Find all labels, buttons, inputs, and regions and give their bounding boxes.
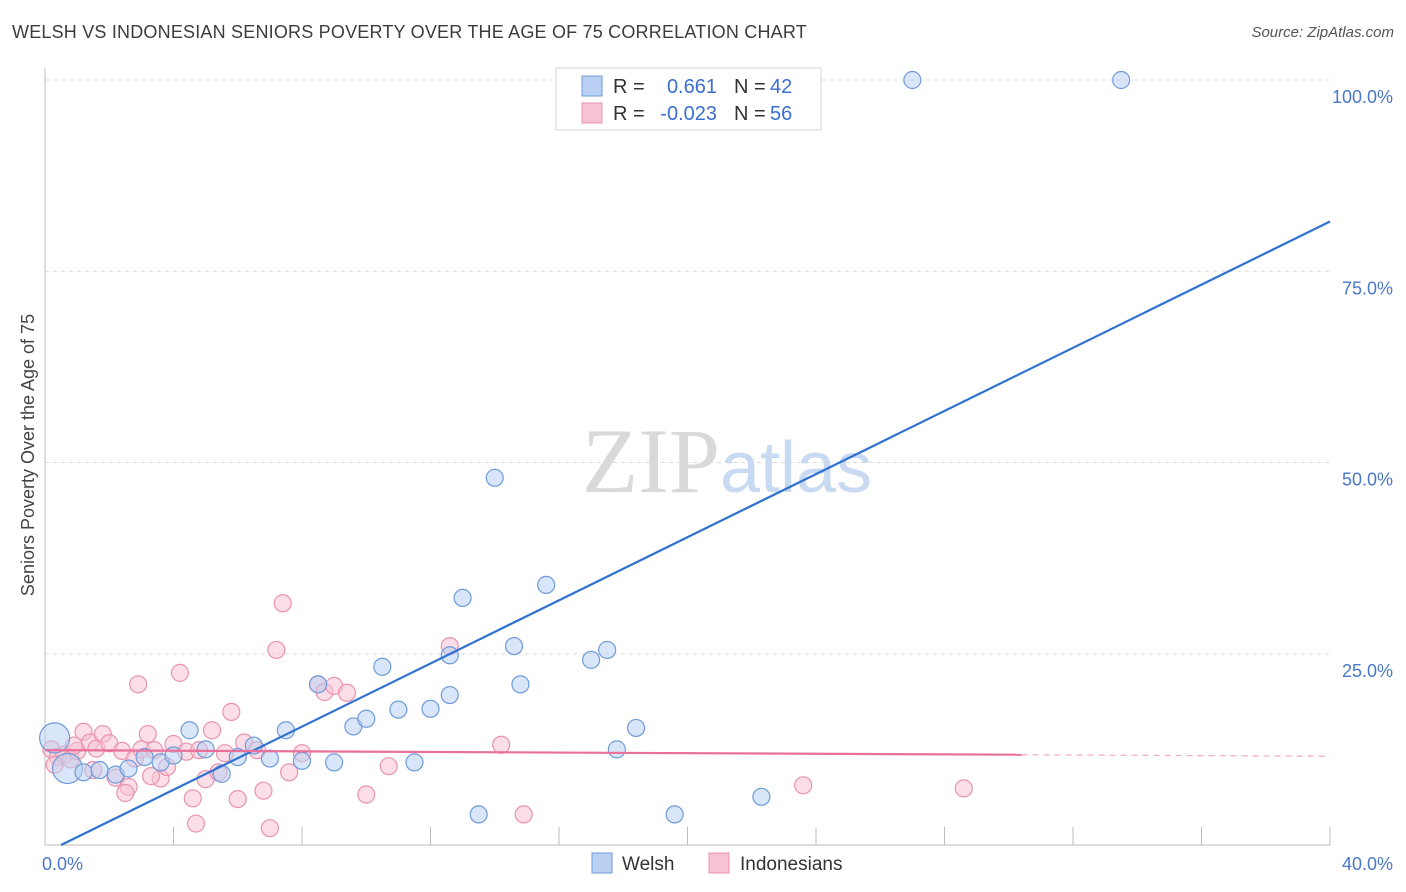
legend-indonesians-r-value: -0.023 — [660, 103, 717, 125]
indonesians-point-28 — [222, 702, 241, 721]
legend-indonesians-n-value: 56 — [770, 103, 792, 125]
x-tick-label-1: 40.0% — [1342, 854, 1393, 874]
welsh-point-22 — [389, 700, 408, 719]
indonesians-point-29 — [228, 789, 247, 809]
legend-welsh-swatch — [581, 75, 603, 97]
welsh-point-35 — [607, 740, 626, 759]
welsh-point-2 — [74, 763, 93, 782]
welsh-point-32 — [537, 575, 556, 595]
welsh-point-9 — [180, 721, 199, 740]
legend-welsh-r-label: R = — [613, 76, 645, 98]
indonesians-point-55 — [116, 783, 135, 803]
welsh-point-23 — [405, 753, 424, 772]
bottom-legend-indonesians-label: Indonesians — [740, 854, 842, 875]
welsh-point-33 — [582, 650, 601, 669]
legend-indonesians-n-label: N = — [734, 103, 766, 125]
indonesians-point-48 — [954, 779, 973, 798]
welsh-point-26 — [440, 646, 459, 665]
bottom-legend: Welsh Indonesians — [591, 852, 842, 875]
bottom-legend-welsh-swatch — [591, 852, 613, 874]
y-axis-label: Seniors Poverty Over the Age of 75 — [18, 314, 38, 596]
welsh-point-34 — [598, 640, 617, 660]
indonesians-point-36 — [280, 763, 299, 782]
trend-lines — [44, 220, 1331, 846]
bottom-legend-welsh-label: Welsh — [622, 854, 674, 875]
y-tick-label-2: 75.0% — [1342, 278, 1393, 298]
legend-indonesians-r-label: R = — [613, 103, 645, 125]
indonesians-point-34 — [267, 640, 286, 660]
welsh-point-37 — [665, 805, 684, 824]
source-label: Source: ZipAtlas.com — [1251, 24, 1394, 41]
x-tick-label-0: 0.0% — [42, 854, 83, 874]
welsh-point-40 — [1112, 70, 1131, 90]
indonesians-point-50 — [186, 814, 206, 833]
indonesians-trend-extension — [1021, 754, 1331, 757]
indonesians-point-35 — [273, 594, 292, 613]
welsh-point-38 — [752, 787, 771, 806]
indonesians-point-43 — [379, 757, 398, 776]
watermark-atlas: atlas — [720, 428, 872, 508]
welsh-point-28 — [469, 805, 488, 824]
welsh-point-18 — [325, 753, 344, 772]
bottom-legend-indonesians-swatch — [708, 852, 730, 874]
welsh-point-6 — [135, 747, 154, 767]
indonesians-point-32 — [254, 781, 273, 800]
watermark-zip: ZIP — [582, 410, 720, 512]
indonesians-point-33 — [260, 819, 279, 838]
indonesians-point-46 — [514, 805, 533, 824]
legend-indonesians-swatch — [581, 102, 603, 124]
welsh-point-36 — [626, 718, 646, 738]
gridlines — [45, 79, 1330, 655]
welsh-point-16 — [292, 751, 312, 770]
welsh-point-31 — [511, 675, 530, 694]
welsh-point-0 — [39, 722, 71, 754]
welsh-point-14 — [260, 749, 279, 768]
welsh-point-15 — [276, 721, 296, 740]
legend-welsh-r-value: 0.661 — [667, 76, 717, 98]
welsh-point-20 — [357, 709, 376, 728]
welsh-point-8 — [164, 746, 183, 765]
indonesians-point-41 — [337, 683, 357, 702]
welsh-point-3 — [90, 760, 109, 780]
y-tick-labels: 25.0% 50.0% 75.0% 100.0% — [1332, 87, 1393, 681]
welsh-point-17 — [308, 675, 328, 694]
y-tick-label-3: 100.0% — [1332, 87, 1393, 107]
indonesians-point-47 — [794, 776, 813, 795]
indonesians-point-45 — [492, 735, 511, 754]
indonesians-point-42 — [357, 785, 376, 804]
indonesians-point-49 — [129, 675, 148, 694]
indonesians-point-22 — [183, 789, 202, 808]
welsh-point-27 — [453, 588, 472, 608]
welsh-point-5 — [119, 759, 138, 778]
welsh-point-30 — [504, 636, 524, 656]
welsh-point-21 — [373, 657, 392, 676]
welsh-point-39 — [903, 70, 922, 90]
legend: R = 0.661 N = 42 R = -0.023 N = 56 — [555, 67, 822, 131]
axes — [44, 68, 1331, 846]
welsh-point-29 — [485, 468, 504, 487]
data-points — [39, 70, 1131, 838]
indonesians-trend-line — [44, 749, 1022, 756]
y-tick-label-0: 25.0% — [1342, 661, 1393, 681]
chart-title: WELSH VS INDONESIAN SENIORS POVERTY OVER… — [12, 22, 807, 42]
legend-welsh-n-label: N = — [734, 76, 766, 98]
welsh-point-24 — [421, 699, 440, 718]
welsh-point-25 — [440, 685, 459, 705]
x-tick-labels: 0.0% 40.0% — [42, 854, 1393, 874]
indonesians-point-53 — [141, 767, 161, 786]
indonesians-point-20 — [170, 663, 190, 682]
welsh-point-10 — [196, 740, 215, 759]
legend-welsh-n-value: 42 — [770, 76, 792, 98]
indonesians-point-25 — [202, 721, 222, 740]
welsh-trend-line — [60, 220, 1331, 846]
indonesians-point-15 — [138, 724, 157, 744]
y-tick-label-1: 50.0% — [1342, 470, 1393, 490]
